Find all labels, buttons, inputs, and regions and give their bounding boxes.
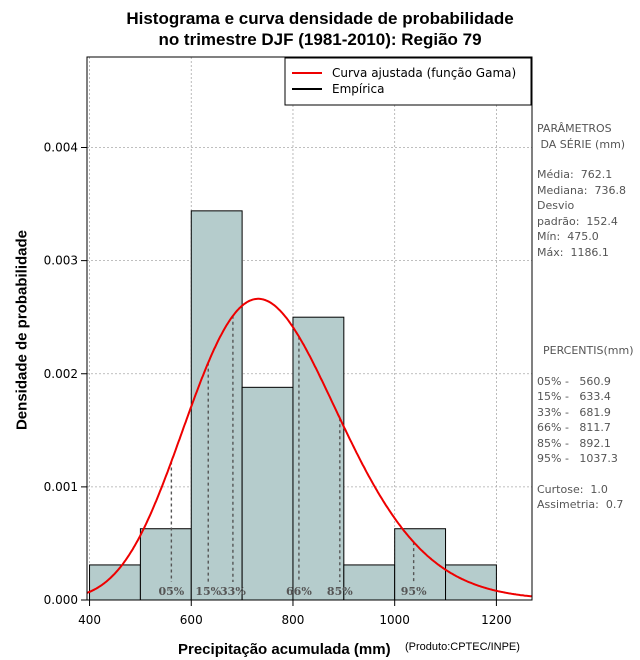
percentiles-panel: PERCENTIS(mm) 05% - 560.9 15% - 633.4 33% -… xyxy=(537,343,634,513)
percentile-85: 85% - 892.1 xyxy=(537,436,611,450)
percentile-33: 33% - 681.9 xyxy=(537,405,611,419)
percentile-label-4: 85% xyxy=(327,585,353,598)
skewness-value: Assimetria: 0.7 xyxy=(537,498,624,511)
y-tick-label-4: 0.004 xyxy=(44,141,78,155)
histogram-bar-2 xyxy=(190,210,243,601)
y-tick-label-3: 0.003 xyxy=(44,254,78,268)
histogram-bar-1 xyxy=(139,528,192,601)
legend-label-0: Curva ajustada (função Gama) xyxy=(332,66,516,80)
legend-label-1: Empírica xyxy=(332,82,384,96)
median-value: Mediana: 736.8 xyxy=(537,183,626,197)
y-axis-label: Densidade de probabilidade xyxy=(13,229,31,431)
histogram-bar-0 xyxy=(89,564,141,601)
percentile-label-2: 33% xyxy=(220,585,246,598)
legend-box xyxy=(284,57,532,106)
percentile-label-0: 05% xyxy=(158,585,184,598)
histogram-bar-4 xyxy=(292,316,345,601)
percentile-66: 66% - 811.7 xyxy=(537,421,611,434)
histogram-bar-3 xyxy=(241,386,294,601)
x-tick-label-2: 800 xyxy=(282,613,305,627)
y-tick-label-2: 0.002 xyxy=(44,367,78,381)
series-parameters-panel: PARÂMETROS DA SÉRIE (mm) Média: 762.1 Medi… xyxy=(537,121,626,260)
kurtosis-value: Curtose: 1.0 xyxy=(537,482,608,496)
x-tick-label-4: 1200 xyxy=(481,613,512,627)
x-tick-label-0: 400 xyxy=(78,613,101,627)
x-tick-label-3: 1000 xyxy=(379,613,410,627)
chart-title-line-1: Histograma e curva densidade de probabil… xyxy=(126,9,514,28)
params-header-1: PARÂMETROS xyxy=(537,122,612,135)
percentile-label-1: 15% xyxy=(195,585,221,598)
sd-value: padrão: 152.4 xyxy=(537,214,618,228)
percentiles-header: PERCENTIS(mm) xyxy=(543,344,634,357)
x-axis-label: Precipitação acumulada (mm) xyxy=(178,641,391,658)
chart-title: Histograma e curva densidade de probabil… xyxy=(0,8,640,50)
percentile-label-5: 95% xyxy=(401,585,427,598)
params-header-2: DA SÉRIE (mm) xyxy=(537,137,626,151)
plot-frame xyxy=(86,56,533,601)
gamma-fit-curve xyxy=(86,297,532,598)
percentile-label-3: 66% xyxy=(286,585,312,598)
percentile-15: 15% - 633.4 xyxy=(537,390,611,403)
min-value: Mín: 475.0 xyxy=(537,230,599,243)
y-tick-label-1: 0.001 xyxy=(44,480,78,494)
percentile-05: 05% - 560.9 xyxy=(537,374,611,388)
chart-title-line-2: no trimestre DJF (1981-2010): Região 79 xyxy=(158,30,482,49)
y-tick-label-0: 0.000 xyxy=(44,593,78,607)
max-value: Máx: 1186.1 xyxy=(537,245,609,259)
sd-label: Desvio xyxy=(537,199,575,212)
legend: Curva ajustada (função Gama) Empírica xyxy=(284,57,532,106)
percentile-95: 95% - 1037.3 xyxy=(537,452,618,465)
x-tick-label-1: 600 xyxy=(180,613,203,627)
product-credit: (Produto:CPTEC/INPE) xyxy=(405,641,520,653)
mean-value: Média: 762.1 xyxy=(537,168,613,181)
